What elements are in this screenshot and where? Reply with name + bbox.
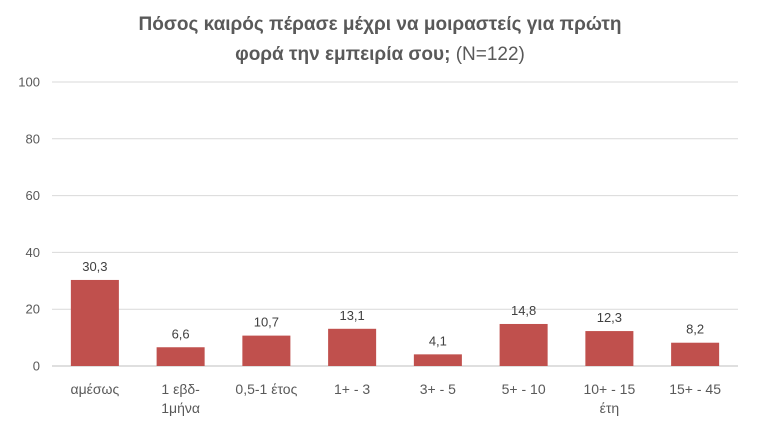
y-tick-label: 100: [18, 75, 40, 90]
x-category-label: 1+ - 3: [334, 381, 370, 397]
y-tick-label: 20: [26, 302, 40, 317]
bar: [585, 331, 634, 366]
x-category-label: 1μήνα: [161, 400, 200, 416]
bar: [156, 347, 205, 366]
x-axis-categories: αμέσως 1 εβδ- 1μήνα 0,5-1 έτος 1+ - 3 3+ - 5 5…: [71, 381, 722, 416]
bar: [499, 323, 548, 366]
x-category-label: αμέσως: [71, 381, 120, 397]
data-label: 13,1: [339, 308, 364, 323]
bar: [671, 342, 720, 366]
bar: [70, 279, 119, 366]
chart-title-line2: φορά την εμπειρία σου; (N=122): [60, 40, 700, 70]
data-label: 6,6: [172, 326, 190, 341]
x-category-label: 3+ - 5: [420, 381, 456, 397]
y-tick-label: 40: [26, 245, 40, 260]
chart-title-line2-rest: (N=122): [450, 44, 525, 65]
x-category-label: 5+ - 10: [502, 381, 546, 397]
x-category-label: 10+ - 15: [583, 381, 635, 397]
data-label: 8,2: [686, 322, 704, 337]
y-tick-label: 80: [26, 131, 40, 146]
x-category-label: 1 εβδ-: [161, 381, 200, 397]
data-label: 14,8: [511, 303, 536, 318]
chart-title-line2-bold: φορά την εμπειρία σου;: [235, 44, 451, 65]
data-labels: 30,3 6,6 10,7 13,1 4,1 14,8 12,3 8,2: [82, 259, 704, 348]
bar: [413, 354, 462, 366]
bar: [242, 335, 291, 366]
data-label: 4,1: [429, 333, 447, 348]
gridlines: [52, 81, 738, 367]
x-category-label: 0,5-1 έτος: [235, 381, 297, 397]
bar: [328, 328, 377, 366]
x-category-label: 15+ - 45: [669, 381, 721, 397]
data-label: 30,3: [82, 259, 107, 274]
y-tick-label: 60: [26, 188, 40, 203]
data-label: 10,7: [254, 315, 279, 330]
chart-title-line1: Πόσος καιρός πέρασε μέχρι να μοιραστείς …: [138, 14, 622, 35]
y-axis-ticks: 0 20 40 60 80 100: [18, 75, 40, 374]
x-category-label: έτη: [600, 400, 620, 416]
y-tick-label: 0: [33, 359, 40, 374]
data-label: 12,3: [597, 310, 622, 325]
bars: [70, 279, 720, 366]
chart-title: Πόσος καιρός πέρασε μέχρι να μοιραστείς …: [60, 10, 700, 70]
